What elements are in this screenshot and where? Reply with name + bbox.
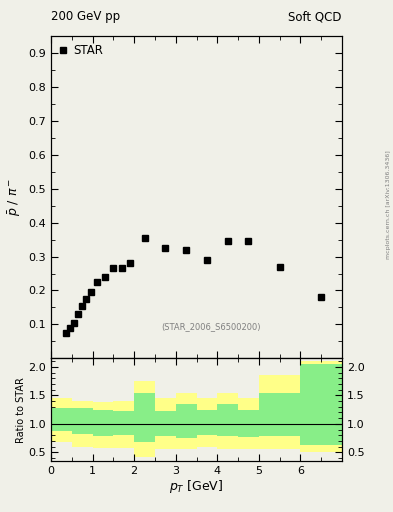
X-axis label: $p_T$ [GeV]: $p_T$ [GeV] [169,478,224,496]
Bar [134,393,155,442]
STAR [119,265,124,271]
STAR [246,238,251,244]
STAR [80,303,84,309]
Legend: STAR: STAR [55,39,108,62]
Y-axis label: Ratio to STAR: Ratio to STAR [16,377,26,442]
STAR [111,265,116,271]
Bar [114,411,134,435]
Line: STAR: STAR [63,235,324,336]
Bar [238,398,259,450]
STAR [72,319,76,326]
Text: (STAR_2006_S6500200): (STAR_2006_S6500200) [161,322,261,331]
Bar [196,398,217,446]
Bar [93,402,114,447]
Bar [176,393,196,450]
Bar [51,408,72,431]
STAR [76,311,81,317]
STAR [319,294,323,301]
Bar [238,410,259,437]
STAR [225,238,230,244]
Text: Soft QCD: Soft QCD [288,10,342,23]
Bar [114,401,134,447]
Bar [72,409,93,434]
STAR [184,247,189,253]
STAR [128,260,132,266]
Bar [217,404,238,436]
STAR [88,289,93,295]
Bar [93,410,114,436]
Bar [217,393,238,450]
Bar [259,375,300,450]
STAR [277,264,282,270]
Bar [259,393,300,436]
Bar [300,364,342,445]
Bar [300,361,342,452]
STAR [142,235,147,241]
STAR [103,274,107,280]
Bar [176,404,196,438]
Bar [155,398,176,450]
Y-axis label: $\bar{p}$ / $\pi^-$: $\bar{p}$ / $\pi^-$ [6,178,23,216]
STAR [63,330,68,336]
Bar [51,398,72,442]
STAR [68,325,72,331]
STAR [204,257,209,263]
Text: 200 GeV pp: 200 GeV pp [51,10,120,23]
Bar [134,381,155,457]
Bar [196,410,217,435]
Bar [155,411,176,436]
STAR [94,279,99,285]
STAR [84,296,89,302]
STAR [163,245,168,251]
Bar [72,401,93,446]
Text: mcplots.cern.ch [arXiv:1306.3436]: mcplots.cern.ch [arXiv:1306.3436] [386,151,391,259]
